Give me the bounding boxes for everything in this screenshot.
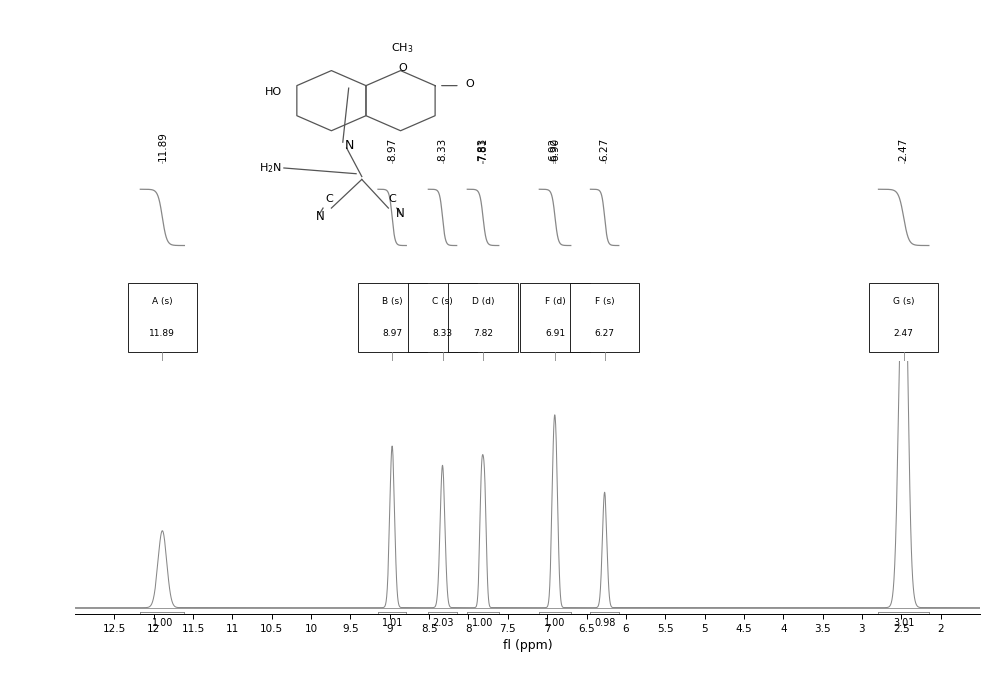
Text: 8.97: 8.97	[382, 329, 402, 338]
Text: 7.83: 7.83	[477, 138, 487, 161]
Text: 7.82: 7.82	[473, 329, 493, 338]
Text: O: O	[398, 63, 407, 73]
Text: D (d): D (d)	[472, 297, 494, 306]
Text: C: C	[388, 194, 396, 205]
Text: 2.47: 2.47	[894, 329, 914, 338]
Text: N: N	[345, 138, 354, 151]
Bar	[408, 283, 477, 352]
Text: 3.01: 3.01	[893, 618, 914, 628]
Text: 6.90: 6.90	[550, 138, 560, 161]
Text: 11.89: 11.89	[157, 131, 167, 161]
Text: 8.33: 8.33	[432, 329, 453, 338]
Text: 1.00: 1.00	[152, 618, 173, 628]
Text: N: N	[316, 210, 324, 223]
Text: C (s): C (s)	[432, 297, 453, 306]
Text: B (s): B (s)	[382, 297, 402, 306]
Text: O: O	[465, 79, 474, 89]
Text: F (d): F (d)	[545, 297, 565, 306]
Bar	[570, 283, 639, 352]
Text: 1.00: 1.00	[544, 618, 566, 628]
Text: A (s): A (s)	[152, 297, 173, 306]
Text: 1.00: 1.00	[472, 618, 494, 628]
Text: 8.33: 8.33	[438, 138, 448, 161]
Text: HO: HO	[265, 87, 282, 97]
Bar	[128, 283, 197, 352]
Text: 7.81: 7.81	[478, 138, 488, 161]
Text: N: N	[395, 207, 404, 220]
Text: G (s): G (s)	[893, 297, 914, 306]
Text: CH$_3$: CH$_3$	[391, 41, 414, 55]
Text: 6.27: 6.27	[600, 138, 610, 161]
Text: C: C	[326, 194, 333, 205]
Bar	[869, 283, 938, 352]
Bar	[358, 283, 427, 352]
Bar	[520, 283, 590, 352]
Text: 6.91: 6.91	[545, 329, 565, 338]
Text: 6.27: 6.27	[595, 329, 615, 338]
X-axis label: fl (ppm): fl (ppm)	[503, 639, 552, 652]
Text: H$_2$N: H$_2$N	[259, 161, 282, 175]
Text: 2.03: 2.03	[432, 618, 453, 628]
Text: 11.89: 11.89	[149, 329, 175, 338]
Text: 2.47: 2.47	[899, 138, 909, 161]
Text: 0.98: 0.98	[594, 618, 615, 628]
Text: 6.92: 6.92	[548, 138, 558, 161]
Bar	[448, 283, 518, 352]
Text: 8.97: 8.97	[387, 138, 397, 161]
Text: F (s): F (s)	[595, 297, 614, 306]
Text: 1.01: 1.01	[381, 618, 403, 628]
